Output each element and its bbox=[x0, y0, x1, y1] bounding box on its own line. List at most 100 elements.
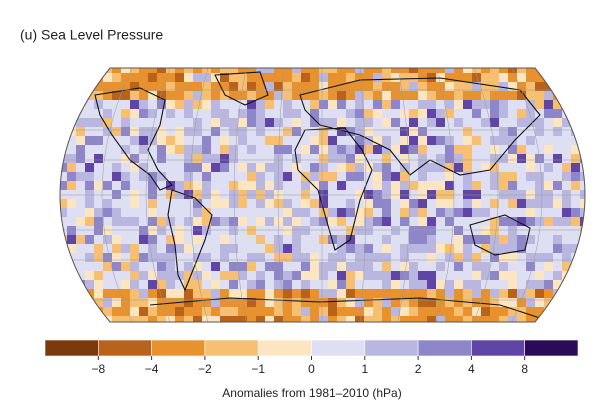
meridian bbox=[145, 68, 171, 322]
anomaly-cell bbox=[508, 82, 517, 91]
anomaly-cell bbox=[364, 217, 373, 226]
anomaly-cell bbox=[229, 244, 238, 253]
anomaly-cell bbox=[589, 145, 598, 154]
anomaly-cell bbox=[472, 199, 481, 208]
anomaly-cell bbox=[202, 154, 211, 163]
anomaly-cell bbox=[337, 208, 346, 217]
anomaly-cell bbox=[355, 271, 364, 280]
anomaly-cell bbox=[247, 91, 256, 100]
anomaly-cell bbox=[481, 289, 490, 298]
anomaly-cell bbox=[175, 68, 184, 73]
anomaly-cell bbox=[589, 217, 598, 226]
anomaly-cell bbox=[121, 244, 130, 253]
anomaly-cell bbox=[76, 298, 85, 307]
anomaly-cell bbox=[454, 208, 463, 217]
anomaly-cell bbox=[193, 280, 202, 289]
anomaly-cell bbox=[553, 154, 562, 163]
anomaly-cell bbox=[256, 325, 265, 334]
anomaly-cell bbox=[355, 253, 364, 262]
anomaly-cell bbox=[382, 118, 391, 127]
anomaly-cell bbox=[391, 100, 400, 109]
anomaly-cell bbox=[319, 100, 328, 109]
meridian bbox=[435, 68, 455, 322]
anomaly-cell bbox=[526, 100, 535, 109]
anomaly-cell bbox=[319, 68, 328, 73]
anomaly-cell bbox=[382, 163, 391, 172]
anomaly-cell bbox=[436, 325, 445, 334]
anomaly-cell bbox=[184, 100, 193, 109]
anomaly-cell bbox=[148, 226, 157, 235]
anomaly-cell bbox=[526, 217, 535, 226]
anomaly-cell bbox=[499, 298, 508, 307]
anomaly-cell bbox=[292, 163, 301, 172]
anomaly-cell bbox=[436, 262, 445, 271]
anomaly-cell bbox=[238, 316, 247, 322]
anomaly-cell bbox=[346, 244, 355, 253]
anomaly-cell bbox=[490, 172, 499, 181]
anomaly-cell bbox=[382, 316, 391, 322]
anomaly-cell bbox=[229, 271, 238, 280]
anomaly-cell bbox=[481, 271, 490, 280]
anomaly-cell bbox=[130, 199, 139, 208]
anomaly-cell bbox=[391, 289, 400, 298]
anomaly-cell bbox=[112, 217, 121, 226]
anomaly-cell bbox=[490, 199, 499, 208]
anomaly-cell bbox=[508, 253, 517, 262]
anomaly-cell bbox=[247, 73, 256, 82]
anomaly-cell bbox=[337, 100, 346, 109]
anomaly-cell bbox=[499, 253, 508, 262]
anomaly-cell bbox=[184, 154, 193, 163]
anomaly-cell bbox=[526, 154, 535, 163]
anomaly-cell bbox=[184, 316, 193, 322]
anomaly-cell bbox=[310, 100, 319, 109]
anomaly-cell bbox=[274, 145, 283, 154]
anomaly-cell bbox=[166, 307, 175, 316]
anomaly-cell bbox=[463, 127, 472, 136]
anomaly-cell bbox=[256, 190, 265, 199]
anomaly-cell bbox=[94, 82, 103, 91]
anomaly-cell bbox=[346, 271, 355, 280]
anomaly-cell bbox=[229, 226, 238, 235]
anomaly-cell bbox=[94, 91, 103, 100]
anomaly-cell bbox=[283, 100, 292, 109]
anomaly-cell bbox=[427, 181, 436, 190]
anomaly-cell bbox=[247, 172, 256, 181]
anomaly-cell bbox=[400, 91, 409, 100]
anomaly-cell bbox=[139, 226, 148, 235]
anomaly-cell bbox=[103, 325, 112, 334]
anomaly-cell bbox=[301, 181, 310, 190]
anomaly-cell bbox=[391, 226, 400, 235]
anomaly-cell bbox=[454, 325, 463, 334]
anomaly-cell bbox=[121, 217, 130, 226]
anomaly-cell bbox=[292, 235, 301, 244]
anomaly-cell bbox=[553, 325, 562, 334]
anomaly-cell bbox=[130, 109, 139, 118]
anomaly-cell bbox=[580, 127, 585, 136]
anomaly-cell bbox=[553, 68, 562, 73]
anomaly-cell bbox=[85, 280, 94, 289]
anomaly-cell bbox=[67, 235, 76, 244]
anomaly-cell bbox=[76, 325, 85, 334]
anomaly-cell bbox=[202, 181, 211, 190]
anomaly-cell bbox=[121, 109, 130, 118]
anomaly-cell bbox=[355, 127, 364, 136]
anomaly-cell bbox=[94, 217, 103, 226]
anomaly-cell bbox=[202, 82, 211, 91]
anomaly-cell bbox=[67, 289, 76, 298]
anomaly-cell bbox=[589, 226, 598, 235]
anomaly-cell bbox=[211, 127, 220, 136]
anomaly-cell bbox=[67, 68, 76, 73]
anomaly-cell bbox=[418, 145, 427, 154]
anomaly-cell bbox=[391, 118, 400, 127]
anomaly-cell bbox=[463, 145, 472, 154]
anomaly-cell bbox=[112, 289, 121, 298]
anomaly-cell bbox=[517, 235, 526, 244]
anomaly-cell bbox=[229, 217, 238, 226]
anomaly-cell bbox=[274, 253, 283, 262]
anomaly-cell bbox=[85, 118, 94, 127]
colorbar-bin bbox=[204, 339, 259, 357]
anomaly-cell bbox=[193, 217, 202, 226]
anomaly-cell bbox=[301, 316, 310, 322]
anomaly-cell bbox=[463, 289, 472, 298]
anomaly-cell bbox=[508, 190, 517, 199]
